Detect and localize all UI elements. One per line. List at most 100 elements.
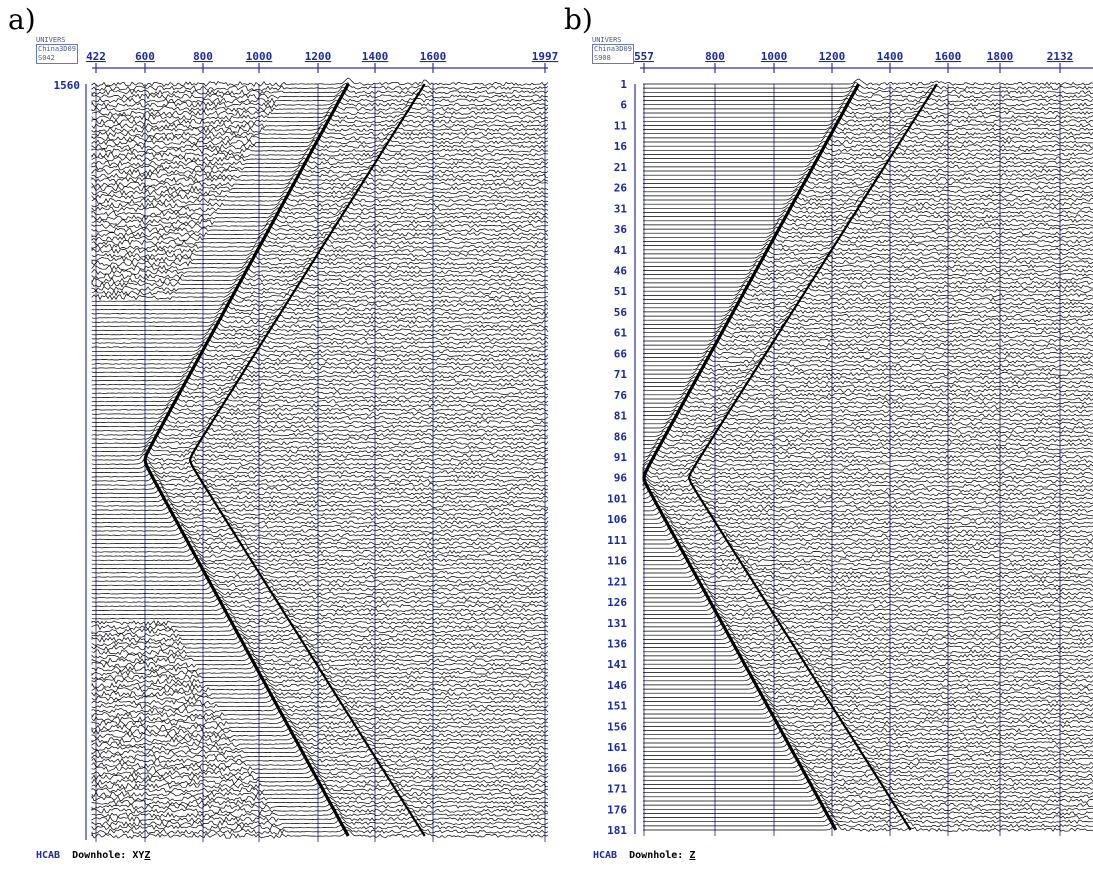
y-tick-label: 11	[614, 119, 628, 132]
trace	[643, 373, 1093, 381]
trace	[643, 621, 1093, 629]
trace	[91, 802, 549, 810]
trace	[643, 724, 1093, 733]
trace	[91, 406, 549, 417]
trace	[91, 741, 549, 751]
trace	[91, 352, 549, 362]
trace	[91, 633, 549, 643]
trace	[91, 370, 549, 379]
trace	[91, 86, 549, 96]
trace	[91, 437, 549, 446]
trace	[91, 178, 549, 188]
trace	[91, 692, 549, 702]
trace	[643, 155, 1093, 165]
trace	[91, 591, 549, 600]
trace	[91, 119, 549, 129]
trace	[643, 410, 1093, 418]
trace	[91, 813, 549, 823]
trace	[91, 517, 549, 525]
trace	[92, 575, 549, 584]
y-tick-label: 101	[607, 492, 627, 505]
trace	[91, 283, 549, 292]
trace	[643, 774, 1093, 783]
header-a-box: China3D09 S042	[36, 44, 78, 64]
x-tick-label: 2132	[1047, 50, 1074, 63]
trace	[643, 141, 1093, 148]
trace	[91, 670, 549, 681]
trace	[91, 387, 549, 395]
trace	[643, 578, 1093, 588]
y-tick-label: 141	[607, 658, 627, 671]
trace	[91, 507, 549, 517]
trace	[91, 357, 549, 366]
trace	[643, 397, 1093, 406]
trace	[643, 131, 1093, 140]
trace	[91, 558, 548, 567]
trace	[91, 562, 549, 571]
footer-b-component-underlined: Z	[689, 850, 696, 861]
trace	[643, 103, 1093, 111]
trace	[91, 817, 549, 827]
trace	[643, 562, 1093, 571]
panel-a: a) UNIVERS China3D09 S042 422 600 800 1000 1…	[8, 6, 558, 862]
y-tick-label: 111	[607, 534, 627, 547]
trace	[643, 269, 1093, 277]
trace	[643, 745, 1093, 754]
trace	[643, 783, 1093, 791]
trace	[91, 148, 549, 159]
trace	[91, 620, 549, 631]
trace	[91, 637, 549, 647]
trace	[643, 762, 1093, 770]
header-b-line1: UNIVERS	[592, 36, 622, 44]
trace	[91, 316, 549, 325]
trace	[643, 748, 1093, 758]
trace	[91, 182, 549, 192]
trace	[91, 583, 549, 592]
trace	[643, 355, 1093, 364]
trace	[91, 127, 549, 138]
trace	[91, 164, 549, 176]
trace	[91, 383, 549, 391]
trace	[643, 661, 1093, 671]
trace	[643, 326, 1093, 335]
trace	[91, 337, 549, 345]
y-tick-label: 121	[607, 575, 627, 588]
trace	[643, 682, 1093, 691]
trace	[91, 361, 549, 371]
trace	[91, 471, 549, 479]
trace	[643, 215, 1093, 223]
trace	[643, 413, 1093, 422]
trace	[91, 705, 549, 714]
trace	[642, 475, 1093, 484]
trace	[91, 495, 549, 504]
trace	[91, 713, 549, 722]
trace	[91, 629, 548, 639]
trace	[643, 210, 1093, 219]
trace	[642, 483, 1093, 493]
trace	[91, 751, 549, 760]
y-tick-label: 51	[614, 285, 628, 298]
x-tick-label: 1400	[877, 50, 904, 63]
trace	[643, 665, 1093, 675]
trace	[91, 659, 549, 668]
trace	[643, 97, 1093, 107]
trace	[643, 149, 1093, 157]
y-tick-label: 181	[607, 824, 627, 837]
trace	[91, 667, 549, 677]
trace	[643, 654, 1093, 662]
trace	[91, 540, 548, 550]
trace	[643, 309, 1093, 318]
footer-a: HCAB Downhole: XYZ	[36, 850, 150, 861]
trace	[643, 392, 1093, 401]
trace	[643, 305, 1093, 314]
trace	[643, 513, 1093, 522]
trace	[91, 396, 549, 404]
trace	[91, 650, 549, 660]
trace	[643, 588, 1093, 596]
trace	[643, 733, 1093, 741]
trace	[91, 729, 549, 739]
trace	[643, 334, 1093, 343]
trace	[643, 106, 1093, 115]
trace	[643, 790, 1093, 799]
trace	[91, 323, 549, 333]
